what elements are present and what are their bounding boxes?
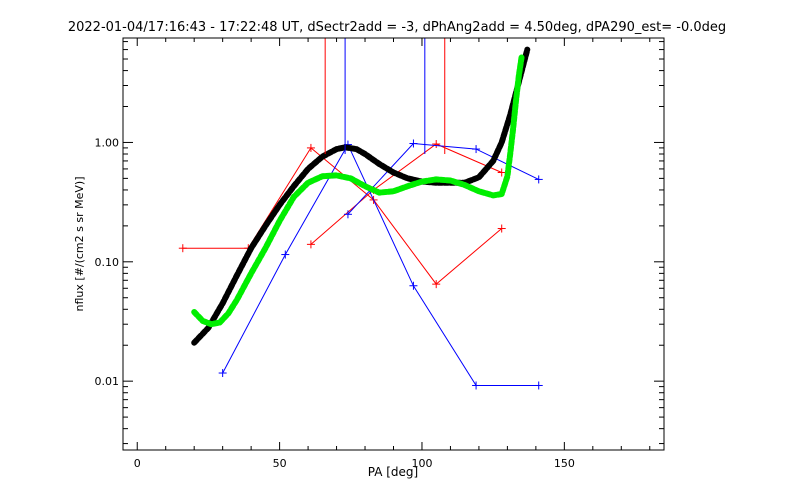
- data-point: [472, 145, 481, 154]
- y-tick-label: 1.00: [95, 136, 120, 149]
- x-tick-label: 150: [554, 457, 575, 470]
- chart-title: 2022-01-04/17:16:43 - 17:22:48 UT, dSect…: [68, 20, 726, 35]
- data-point: [306, 143, 315, 152]
- y-tick-label: 0.10: [95, 256, 120, 269]
- data-point: [472, 381, 481, 390]
- data-point: [306, 240, 315, 249]
- y-axis-label: nflux [#/(cm2 s sr MeV)]: [73, 177, 86, 312]
- series-curve-5: [191, 54, 525, 328]
- data-point: [497, 224, 506, 233]
- y-axis: 0.01 0.10 1.00: [95, 41, 664, 445]
- data-point: [497, 168, 506, 177]
- plot-series: [178, 46, 543, 390]
- data-point: [409, 281, 418, 290]
- x-axis: 0 50 100 150: [134, 38, 651, 470]
- series-line-2: [222, 143, 539, 386]
- x-tick-label: 100: [411, 457, 432, 470]
- data-point: [534, 381, 543, 390]
- data-point: [178, 244, 187, 253]
- y-tick-label: 0.01: [95, 375, 120, 388]
- data-point: [432, 280, 441, 289]
- data-point: [218, 369, 227, 378]
- series-curve-4: [191, 46, 531, 346]
- x-tick-label: 50: [273, 457, 287, 470]
- data-point: [343, 210, 352, 219]
- data-point: [534, 175, 543, 184]
- data-point: [281, 250, 290, 259]
- x-axis-label: PA [deg]: [368, 465, 418, 479]
- series-line-1: [310, 143, 502, 245]
- series-line-0: [182, 147, 503, 285]
- data-point: [432, 140, 441, 149]
- data-point: [409, 139, 418, 148]
- x-tick-label: 0: [134, 457, 141, 470]
- marker-lines: [324, 38, 446, 155]
